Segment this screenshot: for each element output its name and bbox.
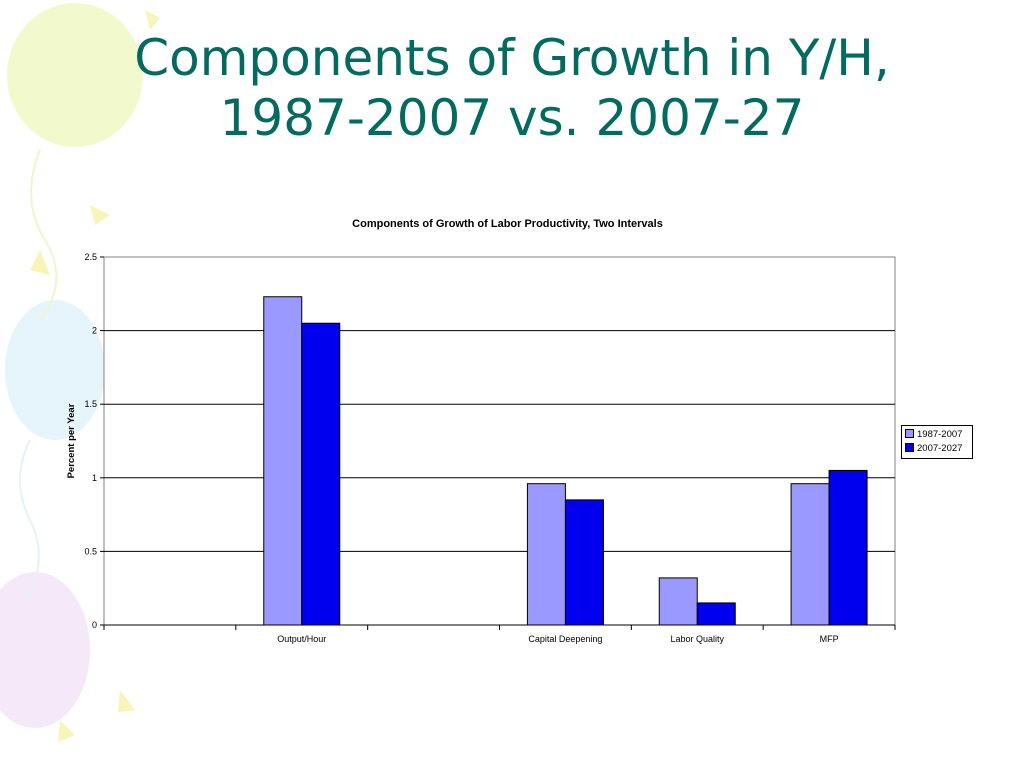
bar-1: [526, 483, 566, 626]
bar-2: [301, 322, 341, 626]
plot-area: [103, 256, 896, 626]
bar-1: [790, 483, 830, 626]
legend-item-series-2: 2007-2027: [905, 442, 969, 456]
bar-2: [696, 602, 736, 626]
bar-2: [564, 499, 604, 626]
y-tick-label: 1.5: [84, 399, 97, 409]
slide-title-line-1: Components of Growth in Y/H,: [134, 29, 890, 87]
y-axis-label: Percent per Year: [66, 403, 77, 478]
chart-legend: 1987-2007 2007-2027: [901, 425, 973, 459]
bar-2: [828, 469, 868, 626]
y-tick-label: 0: [92, 620, 97, 630]
slide-title-line-2: 1987-2007 vs. 2007-27: [219, 89, 805, 147]
y-tick-label: 2: [92, 326, 97, 336]
legend-label-series-2: 2007-2027: [917, 443, 963, 454]
legend-swatch-series-1: [905, 428, 914, 438]
y-tick-label: 1: [92, 473, 97, 483]
x-tick-label: MFP: [820, 634, 839, 644]
legend-label-series-1: 1987-2007: [917, 429, 963, 440]
y-tick-label: 2.5: [84, 252, 97, 262]
y-tick-label: 0.5: [84, 546, 97, 556]
x-tick-label: Capital Deepening: [528, 634, 602, 644]
x-tick-label: Output/Hour: [277, 634, 326, 644]
x-tick-label: Labor Quality: [670, 634, 724, 644]
chart-title: Components of Growth of Labor Productivi…: [352, 218, 663, 230]
legend-item-series-1: 1987-2007: [905, 428, 969, 442]
legend-swatch-series-2: [905, 442, 914, 452]
bar-1: [658, 577, 698, 626]
bar-1: [263, 296, 303, 626]
slide-title: Components of Growth in Y/H, 1987-2007 v…: [30, 28, 994, 148]
